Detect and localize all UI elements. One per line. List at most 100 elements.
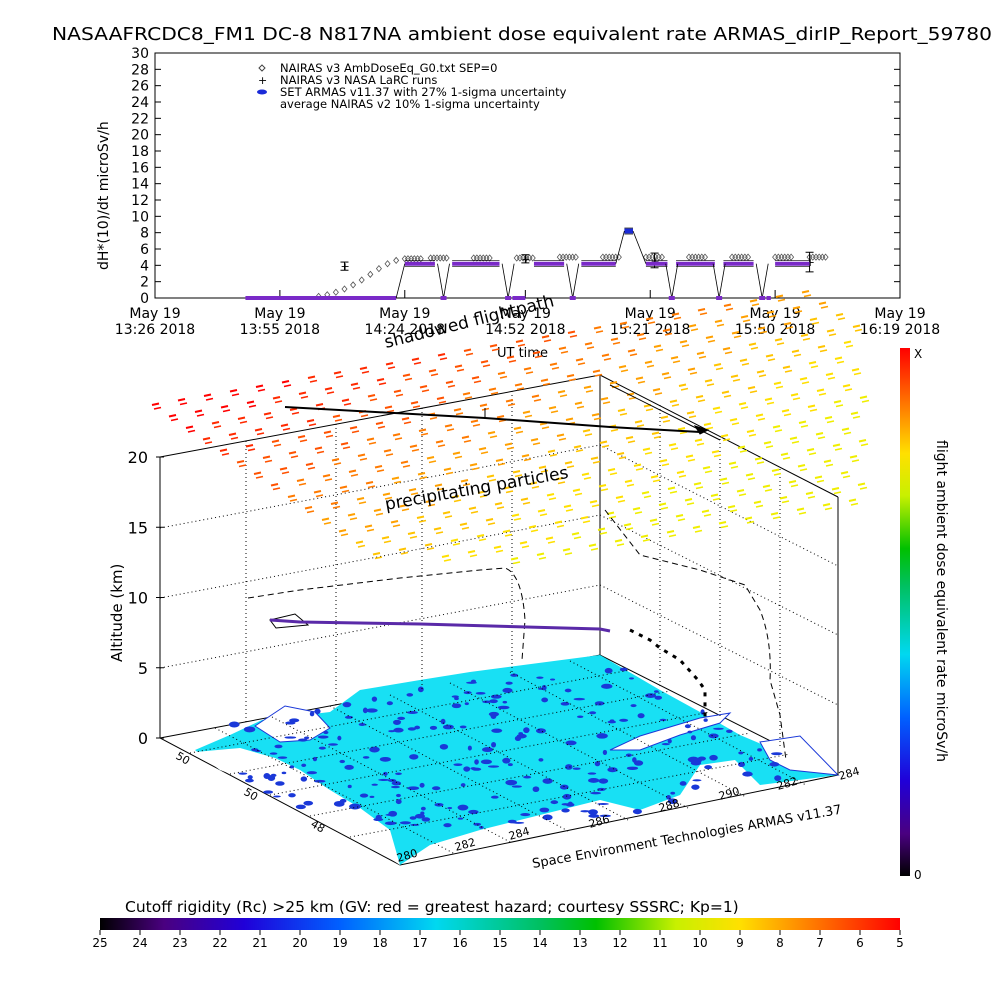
- particle-mark: [279, 467, 288, 471]
- particle-mark: [636, 424, 645, 428]
- particle-mark: [290, 455, 299, 459]
- lake-mark: [490, 795, 499, 799]
- particle-mark: [324, 478, 333, 482]
- nairas-diamond-point: [569, 253, 576, 261]
- particle-mark: [471, 467, 480, 471]
- particle-mark: [384, 496, 393, 500]
- lake-mark: [653, 690, 659, 693]
- particle-mark: [437, 353, 446, 357]
- particle-mark: [393, 480, 402, 484]
- particle-mark: [673, 316, 682, 320]
- lake-mark: [273, 795, 281, 798]
- particle-mark: [520, 497, 529, 501]
- lake-mark: [491, 728, 503, 733]
- lake-mark: [457, 817, 464, 820]
- lake-mark: [443, 823, 452, 828]
- lake-mark: [588, 814, 600, 818]
- particle-mark: [452, 542, 461, 546]
- particle-mark: [616, 452, 625, 456]
- lake-mark: [748, 756, 754, 761]
- nairas-diamond-point: [778, 253, 785, 261]
- y-tick-label: 8: [140, 226, 149, 242]
- lake-mark: [414, 813, 426, 819]
- particle-mark: [529, 481, 538, 485]
- particle-mark: [750, 346, 759, 350]
- particle-mark: [791, 349, 800, 353]
- particle-mark: [289, 407, 298, 411]
- particle-mark: [790, 393, 799, 397]
- particle-mark: [373, 508, 382, 512]
- particle-mark: [626, 483, 635, 487]
- lake-mark: [654, 695, 663, 700]
- particle-mark: [601, 444, 610, 448]
- particle-mark: [360, 414, 369, 418]
- particle-mark: [538, 556, 547, 560]
- svg-text:288: 288: [657, 797, 681, 815]
- lake-mark: [507, 763, 513, 767]
- particle-mark: [635, 467, 644, 471]
- particle-mark: [759, 330, 768, 334]
- particle-mark: [853, 372, 862, 376]
- nairas-diamond-point: [732, 253, 739, 261]
- particle-mark: [816, 388, 825, 392]
- particle-mark: [703, 422, 712, 426]
- particle-mark: [447, 384, 456, 388]
- particle-mark: [601, 353, 610, 357]
- larc-plus-point: +: [806, 256, 815, 269]
- lake-mark: [473, 822, 482, 826]
- particle-mark: [556, 433, 565, 437]
- particle-mark: [824, 416, 833, 420]
- lake-mark: [541, 685, 547, 691]
- particle-mark: [540, 378, 549, 382]
- particle-mark: [488, 478, 497, 482]
- particle-mark: [701, 509, 710, 513]
- lake-mark: [300, 776, 308, 782]
- particle-mark: [575, 449, 584, 453]
- particle-mark: [659, 459, 668, 463]
- particle-mark: [541, 335, 550, 339]
- particle-mark: [721, 390, 730, 394]
- lake-mark: [317, 735, 329, 739]
- lake-mark: [318, 746, 326, 750]
- lake-mark: [410, 823, 420, 826]
- lakes-layer: [228, 667, 783, 829]
- particle-mark: [253, 471, 262, 475]
- particle-mark: [543, 339, 552, 343]
- lake-mark: [523, 727, 530, 734]
- particle-mark: [283, 384, 292, 388]
- particle-mark: [383, 540, 392, 544]
- lake-mark: [757, 748, 762, 752]
- lake-mark: [491, 741, 497, 748]
- particle-mark: [569, 334, 578, 338]
- particle-mark: [378, 382, 387, 386]
- particle-mark: [651, 522, 660, 526]
- particle-mark: [436, 487, 445, 491]
- particle-mark: [297, 435, 306, 439]
- y-axis-label: dH*(10)/dt microSv/h: [96, 121, 112, 270]
- cutoff-tick-label: 5: [896, 936, 904, 950]
- legend-diamond-marker: [258, 64, 266, 72]
- particle-mark: [729, 418, 738, 422]
- cutoff-tick-label: 22: [212, 936, 227, 950]
- particle-mark: [756, 370, 765, 374]
- particle-mark: [617, 499, 626, 503]
- particle-mark: [571, 532, 580, 536]
- svg-text:282: 282: [775, 775, 799, 793]
- lake-mark: [393, 720, 401, 725]
- lake-mark: [337, 735, 342, 741]
- particle-mark: [720, 525, 729, 529]
- lake-mark: [365, 708, 378, 713]
- lake-mark: [511, 785, 522, 788]
- svg-text:282: 282: [453, 836, 477, 854]
- colorbar-label: flight ambient dose equivalent rate micr…: [933, 440, 949, 762]
- particle-mark: [511, 513, 520, 517]
- particle-mark: [660, 415, 669, 419]
- particle-mark: [801, 381, 810, 385]
- lake-mark: [349, 803, 361, 810]
- particle-mark: [549, 453, 558, 457]
- particle-mark: [309, 379, 318, 383]
- particle-mark: [599, 531, 608, 535]
- y-tick-label: 20: [131, 128, 149, 144]
- nairas-diamond-point: [563, 253, 570, 261]
